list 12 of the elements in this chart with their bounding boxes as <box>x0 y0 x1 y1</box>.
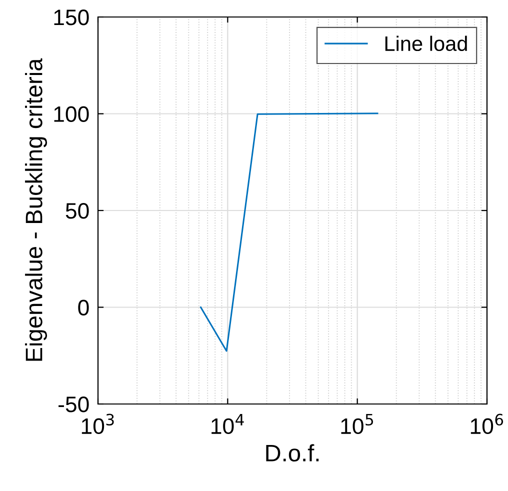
y-tick-label: -50 <box>58 396 89 412</box>
legend-label: Line load <box>385 36 467 52</box>
y-tick-label: 50 <box>66 203 89 219</box>
x-axis-title: D.o.f. <box>266 444 319 462</box>
y-tick-label: 0 <box>78 300 89 316</box>
y-tick-label: 150 <box>54 10 89 26</box>
x-tick-label: 10$^{3}$ <box>82 414 114 434</box>
x-tick-label: 10$^{5}$ <box>341 414 374 434</box>
y-tick-label: 100 <box>54 106 89 122</box>
x-tick-label: 10$^{6}$ <box>470 414 504 434</box>
x-tick-label: 10$^{4}$ <box>212 414 244 434</box>
y-axis-title: Eigenvalue - Buckling criteria <box>25 58 48 361</box>
